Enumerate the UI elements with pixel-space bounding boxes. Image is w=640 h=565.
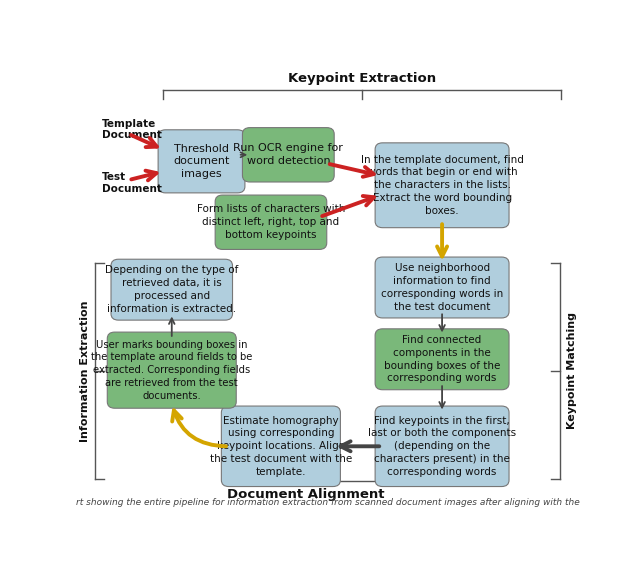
FancyBboxPatch shape	[221, 406, 340, 486]
Text: Estimate homography
using corresponding
keypoint locations. Align
the test docum: Estimate homography using corresponding …	[210, 416, 352, 477]
FancyBboxPatch shape	[243, 128, 334, 182]
FancyBboxPatch shape	[375, 329, 509, 390]
FancyBboxPatch shape	[375, 406, 509, 486]
FancyBboxPatch shape	[215, 195, 327, 249]
FancyBboxPatch shape	[158, 130, 245, 193]
Text: Use neighborhood
information to find
corresponding words in
the test document: Use neighborhood information to find cor…	[381, 263, 503, 312]
Text: Depending on the type of
retrieved data, it is
processed and
information is extr: Depending on the type of retrieved data,…	[105, 266, 239, 314]
Text: User marks bounding boxes in
the template around fields to be
extracted. Corresp: User marks bounding boxes in the templat…	[91, 340, 252, 401]
FancyBboxPatch shape	[375, 257, 509, 318]
Text: Run OCR engine for
word detection: Run OCR engine for word detection	[234, 144, 343, 166]
Text: Information Extraction: Information Extraction	[80, 300, 90, 442]
Text: Threshold
document
images: Threshold document images	[173, 144, 230, 179]
FancyBboxPatch shape	[375, 143, 509, 228]
Text: Document Alignment: Document Alignment	[227, 488, 385, 501]
Text: Keypoint Matching: Keypoint Matching	[567, 312, 577, 429]
Text: In the template document, find
words that begin or end with
the characters in th: In the template document, find words tha…	[361, 155, 524, 216]
Text: Keypoint Extraction: Keypoint Extraction	[288, 72, 436, 85]
FancyBboxPatch shape	[108, 332, 236, 408]
Text: Form lists of characters with
distinct left, right, top and
bottom keypoints: Form lists of characters with distinct l…	[196, 205, 345, 240]
Text: Test
Document: Test Document	[102, 172, 162, 194]
Text: Find keypoints in the first,
last or both the components
(depending on the
chara: Find keypoints in the first, last or bot…	[368, 416, 516, 477]
Text: Find connected
components in the
bounding boxes of the
corresponding words: Find connected components in the boundin…	[384, 335, 500, 384]
Text: rt showing the entire pipeline for information extraction from scanned document : rt showing the entire pipeline for infor…	[76, 498, 580, 507]
Text: Template
Document: Template Document	[102, 119, 162, 140]
FancyBboxPatch shape	[111, 259, 232, 320]
